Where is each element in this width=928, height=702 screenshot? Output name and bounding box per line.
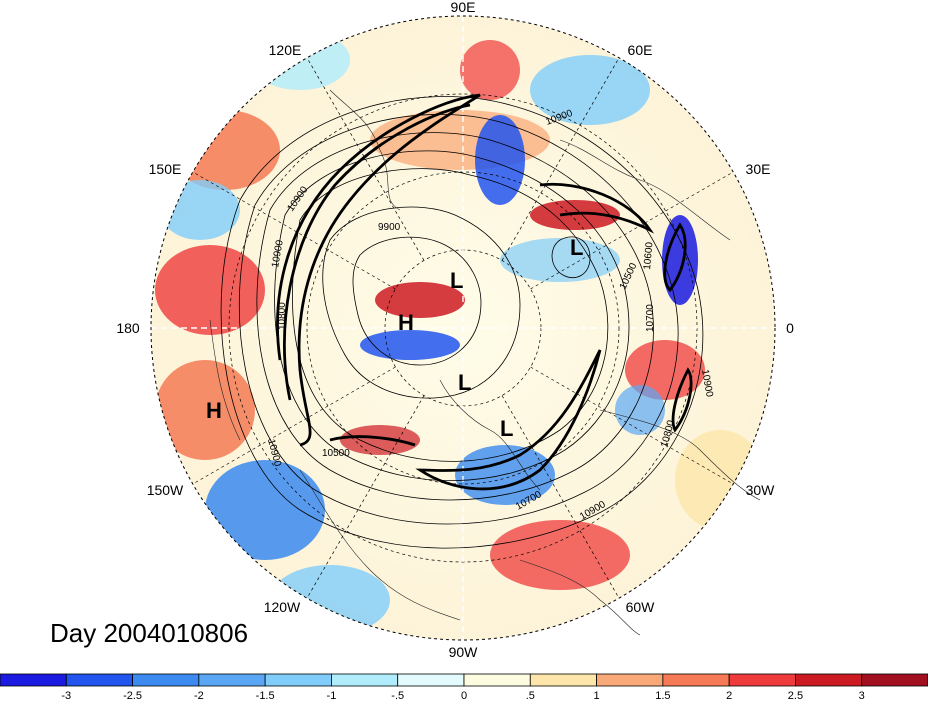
meridian-line	[530, 366, 734, 485]
contour-label: 10900	[699, 369, 715, 399]
colorbar-tick-label: 3	[859, 690, 865, 702]
colorbar-tick-label: -2.5	[123, 690, 142, 702]
colorbar-tick-label: .5	[526, 690, 535, 702]
lon-label-0: 0	[786, 320, 794, 336]
colorbar-box	[198, 673, 266, 687]
colorbar-box	[529, 673, 597, 687]
meridians	[192, 57, 734, 599]
colorbar-box	[264, 673, 332, 687]
contour-label: 10700	[645, 304, 656, 332]
colorbar-tick-label: 2.5	[788, 690, 803, 702]
colorbar-tick-label: 2	[726, 690, 732, 702]
lon-label-180: 180	[116, 320, 140, 336]
map-title: Day 2004010806	[50, 618, 249, 648]
low-pressure-center: L	[570, 235, 583, 260]
contour-label: 10800	[277, 302, 288, 330]
colorbar-tick-label: -3	[61, 690, 71, 702]
meridian-line	[501, 395, 620, 599]
lon-label-90w: 90W	[449, 644, 479, 660]
colorbar-box	[728, 673, 796, 687]
colorbar-tick-label: -.5	[391, 690, 404, 702]
colorbar-tick-label: 1.5	[655, 690, 670, 702]
colorbar-box	[662, 673, 730, 687]
contour-label: 10500	[322, 448, 350, 459]
main-meridians	[151, 16, 775, 640]
map-boundary	[150, 15, 776, 641]
colorbar-box	[861, 673, 928, 687]
colorbar-box	[463, 673, 531, 687]
high-pressure-center: H	[398, 310, 414, 335]
pressure-centers: H H L L L L	[206, 235, 583, 441]
lon-label-150w: 150W	[147, 482, 184, 498]
colorbar-box	[0, 673, 67, 687]
meridian-line	[192, 366, 396, 485]
lon-label-30e: 30E	[746, 161, 771, 177]
polar-stereographic-map: 10900 10900 9900 10900 10900 10500 10700…	[116, 0, 794, 660]
colorbar-box	[132, 673, 200, 687]
high-pressure-center: H	[206, 398, 222, 423]
lon-label-150e: 150E	[149, 161, 182, 177]
contour-label: 10600	[642, 241, 655, 270]
jet-stream-contours	[276, 93, 693, 491]
colorbar-box	[331, 673, 399, 687]
colorbar-tick-label: -1.5	[256, 690, 275, 702]
coastlines	[209, 89, 761, 636]
lon-label-120e: 120E	[269, 42, 302, 58]
colorbar: -3 -2.5 -2 -1.5 -1 -.5 0 .5 1 1.5 2 2.5 3	[0, 673, 928, 702]
longitude-labels: 90E 60E 30E 0 30W 60W 90W 120W 150W 180 …	[116, 0, 794, 660]
lon-label-60e: 60E	[628, 42, 653, 58]
colorbar-tick-label: -1	[327, 690, 337, 702]
colorbar-box	[397, 673, 465, 687]
meridian-line	[306, 395, 425, 599]
meridian-line	[530, 171, 734, 290]
lon-label-30w: 30W	[746, 482, 776, 498]
colorbar-boxes	[0, 673, 928, 687]
contour-label: 9900	[378, 222, 401, 233]
meridian-line	[192, 171, 396, 290]
low-pressure-center: L	[450, 268, 463, 293]
colorbar-tick-label: 0	[461, 690, 467, 702]
colorbar-tick-label: -2	[194, 690, 204, 702]
low-pressure-center: L	[458, 370, 471, 395]
colorbar-box	[795, 673, 863, 687]
lon-label-60w: 60W	[626, 599, 656, 615]
low-pressure-center: L	[500, 416, 513, 441]
meridian-line	[501, 57, 620, 261]
colorbar-box	[596, 673, 664, 687]
colorbar-ticks: -3 -2.5 -2 -1.5 -1 -.5 0 .5 1 1.5 2 2.5 3	[61, 690, 864, 702]
lon-label-90e: 90E	[451, 0, 476, 15]
colorbar-tick-label: 1	[594, 690, 600, 702]
lon-label-120w: 120W	[264, 599, 301, 615]
contour-label: 10900	[270, 239, 286, 269]
colorbar-box	[65, 673, 133, 687]
